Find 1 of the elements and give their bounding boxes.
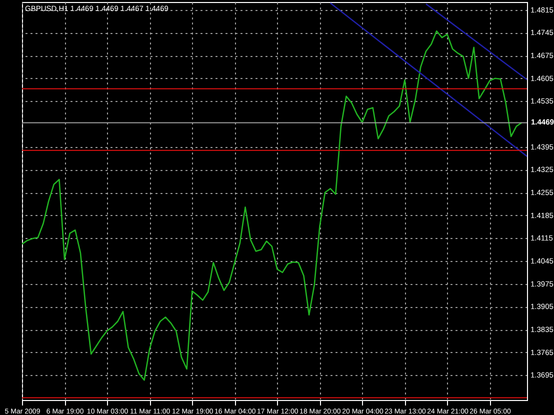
line-series [22,30,522,381]
